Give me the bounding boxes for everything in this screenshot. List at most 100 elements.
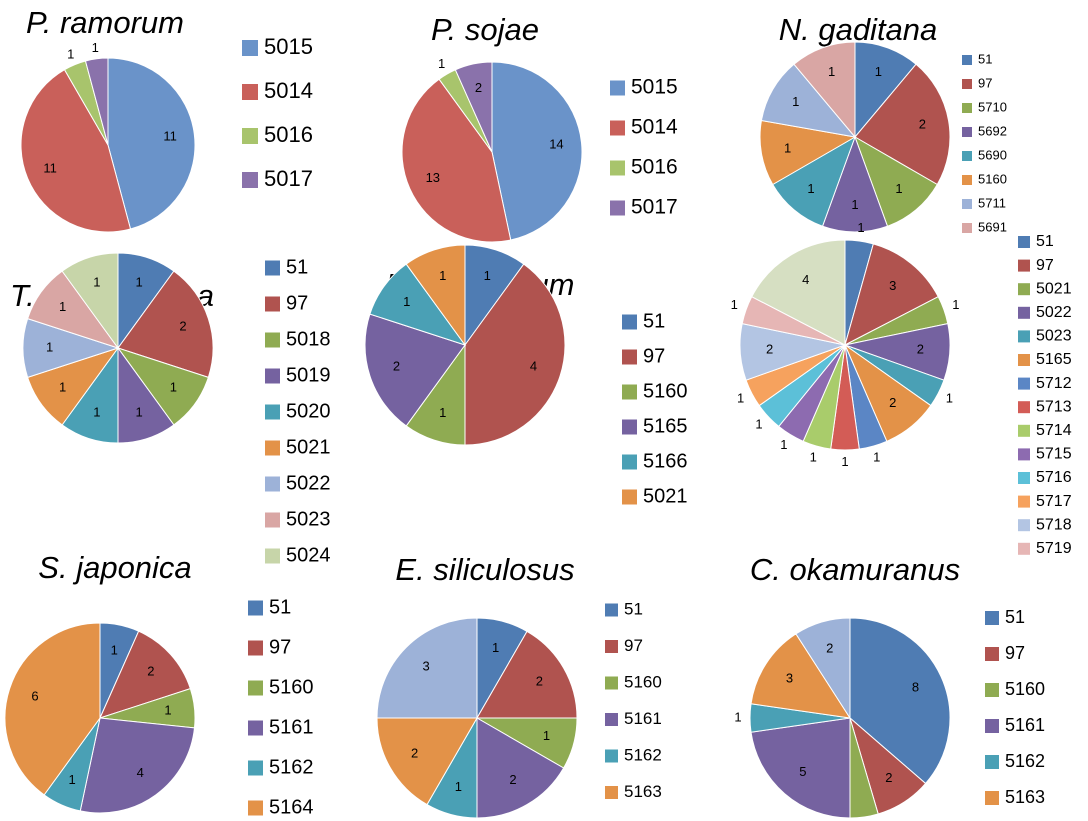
legend-label: 51 — [1005, 607, 1025, 627]
legend-label: 5161 — [1005, 715, 1045, 735]
data-label: 1 — [438, 56, 445, 71]
legend-label: 5014 — [631, 116, 678, 139]
data-label: 2 — [536, 673, 543, 688]
pie-slice — [117, 270, 214, 378]
legend-swatch — [962, 127, 972, 137]
data-label: 13 — [426, 170, 440, 185]
pie-chart: P. tricornutum14121151975160516551665021 — [364, 244, 688, 507]
data-label: 2 — [889, 395, 896, 410]
data-label: 1 — [810, 450, 817, 465]
legend-swatch — [1018, 259, 1030, 272]
legend-label: 5160 — [643, 380, 688, 402]
pie-slice — [821, 135, 889, 233]
legend-swatch — [265, 368, 280, 384]
pie-slice — [854, 63, 951, 186]
pie-slice — [364, 313, 466, 427]
data-label: 1 — [492, 640, 499, 655]
pie-slice — [99, 630, 191, 719]
legend-swatch — [605, 713, 618, 726]
data-label: 1 — [92, 40, 99, 55]
data-label: 2 — [179, 318, 186, 333]
legend-swatch — [242, 84, 258, 100]
legend-swatch — [1018, 377, 1030, 390]
pie-slice — [759, 119, 857, 186]
legend-label: 5691 — [978, 219, 1007, 234]
data-label: 2 — [766, 342, 773, 357]
legend-label: 51 — [624, 599, 643, 618]
data-label: 1 — [952, 297, 959, 312]
legend-label: 5711 — [978, 195, 1006, 210]
legend-label: 5165 — [643, 415, 688, 437]
legend-swatch — [1018, 330, 1030, 343]
pie-slice — [793, 41, 856, 139]
legend-label: 5016 — [264, 122, 313, 147]
data-label: 1 — [851, 197, 858, 212]
chart-title: P. ramorum — [26, 5, 184, 40]
legend-label: 97 — [1005, 643, 1025, 663]
legend-label: 97 — [286, 292, 308, 314]
legend-swatch — [1018, 401, 1030, 414]
legend-label: 97 — [978, 75, 992, 90]
data-label: 6 — [31, 688, 38, 703]
pie-slice — [854, 41, 917, 139]
legend-label: 5019 — [286, 364, 331, 386]
legend-label: 5719 — [1036, 540, 1072, 557]
legend-swatch — [265, 548, 280, 564]
data-label: 1 — [857, 220, 864, 235]
data-label: 1 — [873, 450, 880, 465]
legend-label: 5021 — [286, 436, 331, 458]
data-label: 2 — [393, 359, 400, 374]
legend-label: 51 — [978, 51, 992, 66]
pie-chart: N. gaditana 1 2 1 1 1 1 1 1 51 97 5710 5692 5690 5160 5… — [759, 12, 1007, 234]
legend-swatch — [622, 489, 637, 505]
pie-slice — [844, 243, 939, 346]
legend-label: 5024 — [286, 544, 331, 566]
legend-label: 51 — [269, 596, 291, 618]
legend-label: 5162 — [624, 745, 662, 764]
data-label: 3 — [889, 278, 896, 293]
legend-swatch — [1018, 424, 1030, 437]
legend-swatch — [242, 172, 258, 188]
legend-swatch — [1018, 542, 1030, 555]
legend-swatch — [962, 151, 972, 161]
data-label: 1 — [875, 64, 882, 79]
legend-label: 5021 — [643, 485, 688, 507]
legend-label: 5022 — [286, 472, 331, 494]
legend-label: 5160 — [978, 171, 1007, 186]
data-label: 3 — [786, 671, 793, 686]
legend-label: 5163 — [624, 782, 662, 801]
legend-label: 5015 — [264, 34, 313, 59]
legend-label: 51 — [643, 310, 665, 332]
data-label: 1 — [946, 391, 953, 406]
legend-swatch — [962, 175, 972, 185]
legend-swatch — [248, 720, 263, 736]
pie-slice — [772, 135, 856, 227]
legend-label: 5014 — [264, 78, 313, 103]
legend-label: 5166 — [643, 450, 688, 472]
data-label: 4 — [137, 765, 144, 780]
legend-label: 5161 — [624, 709, 662, 728]
legend-swatch — [265, 476, 280, 492]
legend-swatch — [622, 349, 637, 365]
pie-slice — [84, 57, 109, 146]
legend-swatch — [622, 314, 637, 330]
data-label: 1 — [403, 294, 410, 309]
legend-label: 5710 — [978, 99, 1007, 114]
pie-slice — [20, 68, 132, 233]
data-label: 2 — [919, 117, 926, 132]
legend-label: 5161 — [269, 716, 314, 738]
data-label: 1 — [136, 404, 143, 419]
legend-swatch — [622, 454, 637, 470]
data-label: 1 — [841, 454, 848, 469]
legend-label: 51 — [1036, 233, 1054, 250]
legend-swatch — [1018, 495, 1030, 508]
legend-swatch — [1018, 519, 1030, 532]
legend-swatch — [248, 760, 263, 776]
chart-title: P. sojae — [431, 12, 539, 47]
legend-swatch — [1018, 448, 1030, 461]
data-label: 1 — [59, 380, 66, 395]
legend-label: 5164 — [624, 818, 662, 821]
data-label: 11 — [43, 160, 57, 175]
chart-title: E. siliculosus — [395, 552, 574, 587]
legend-label: 5023 — [286, 508, 331, 530]
